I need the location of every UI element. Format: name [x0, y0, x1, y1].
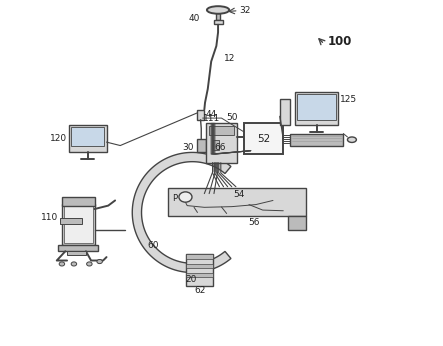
Bar: [288, 216, 306, 230]
Text: 52: 52: [257, 134, 270, 144]
Ellipse shape: [87, 262, 92, 266]
Text: 100: 100: [327, 35, 352, 48]
Bar: [244, 123, 283, 154]
Text: 60: 60: [148, 240, 159, 249]
Ellipse shape: [71, 262, 77, 266]
Ellipse shape: [97, 260, 102, 264]
Text: 20: 20: [185, 275, 196, 284]
Bar: [67, 251, 86, 255]
Bar: [213, 140, 219, 150]
Bar: [290, 134, 343, 146]
Ellipse shape: [347, 137, 356, 143]
Bar: [187, 264, 213, 268]
Bar: [216, 13, 221, 20]
Bar: [187, 273, 213, 277]
Bar: [187, 254, 213, 286]
Text: 56: 56: [249, 218, 260, 227]
Bar: [206, 123, 237, 163]
Bar: [60, 218, 82, 224]
Bar: [187, 254, 213, 259]
Ellipse shape: [59, 262, 65, 266]
Text: 54: 54: [233, 190, 245, 199]
Bar: [62, 204, 94, 245]
Ellipse shape: [207, 6, 229, 14]
Text: 40: 40: [189, 14, 200, 23]
Polygon shape: [132, 152, 231, 273]
Text: 110: 110: [40, 213, 58, 222]
Text: 62: 62: [194, 286, 206, 295]
Text: 66: 66: [215, 144, 226, 153]
Bar: [71, 127, 105, 146]
Ellipse shape: [179, 192, 192, 202]
Text: 12: 12: [224, 54, 236, 63]
Bar: [297, 94, 336, 120]
Text: 50: 50: [227, 112, 238, 121]
Bar: [69, 125, 106, 152]
Text: 32: 32: [240, 6, 251, 15]
Text: P: P: [172, 194, 177, 203]
Bar: [209, 126, 234, 135]
Text: 120: 120: [50, 134, 67, 143]
Bar: [214, 20, 222, 24]
Text: 30: 30: [183, 143, 194, 152]
Bar: [168, 189, 306, 216]
Text: 125: 125: [340, 95, 357, 104]
Bar: [197, 139, 206, 152]
Bar: [295, 92, 338, 125]
Text: 44: 44: [206, 110, 217, 119]
Bar: [197, 109, 204, 120]
Bar: [58, 245, 98, 251]
Text: 111: 111: [202, 113, 220, 122]
Bar: [280, 99, 290, 125]
Bar: [64, 206, 93, 243]
Bar: [62, 197, 94, 206]
Bar: [243, 134, 246, 140]
